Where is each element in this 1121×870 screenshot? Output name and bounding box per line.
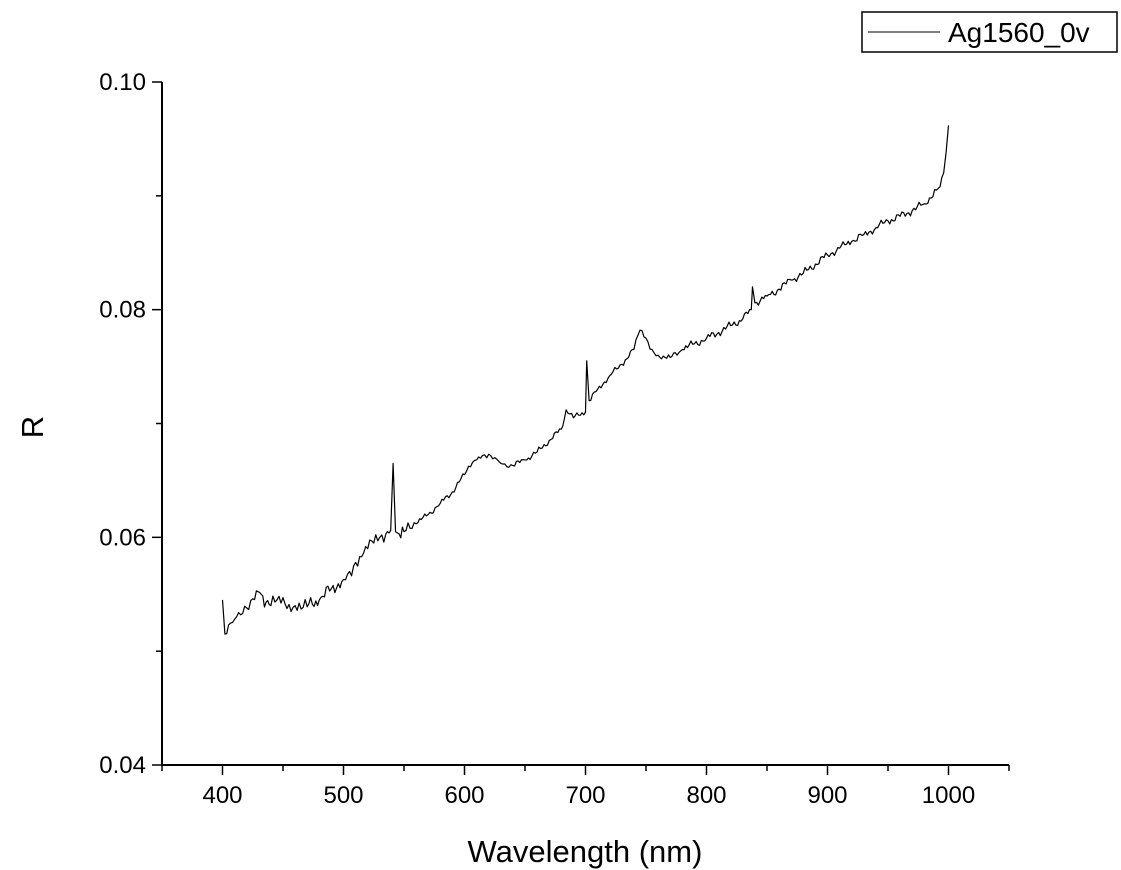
x-tick-label: 600 [444,782,484,809]
y-tick-label: 0.06 [99,524,146,551]
y-ticks [152,81,162,766]
x-tick-label: 800 [686,782,726,809]
y-axis-title: R [15,416,50,438]
legend: Ag1560_0v [861,11,1118,53]
x-tick-label: 500 [323,782,363,809]
legend-entry-label: Ag1560_0v [948,17,1090,48]
x-ticks [161,765,1010,775]
x-tick-labels: 400 500 600 700 800 900 1000 [202,782,975,809]
y-tick-labels: 0.04 0.06 0.08 0.10 [99,69,146,779]
x-axis-title: Wavelength (nm) [468,834,703,869]
y-tick-label: 0.08 [99,297,146,324]
x-tick-label: 1000 [922,782,975,809]
y-tick-label: 0.04 [99,752,146,779]
x-tick-label: 700 [565,782,605,809]
x-tick-label: 900 [807,782,847,809]
series-line-ag1560-0v [221,125,950,635]
x-tick-label: 400 [202,782,242,809]
y-tick-label: 0.10 [99,69,146,96]
